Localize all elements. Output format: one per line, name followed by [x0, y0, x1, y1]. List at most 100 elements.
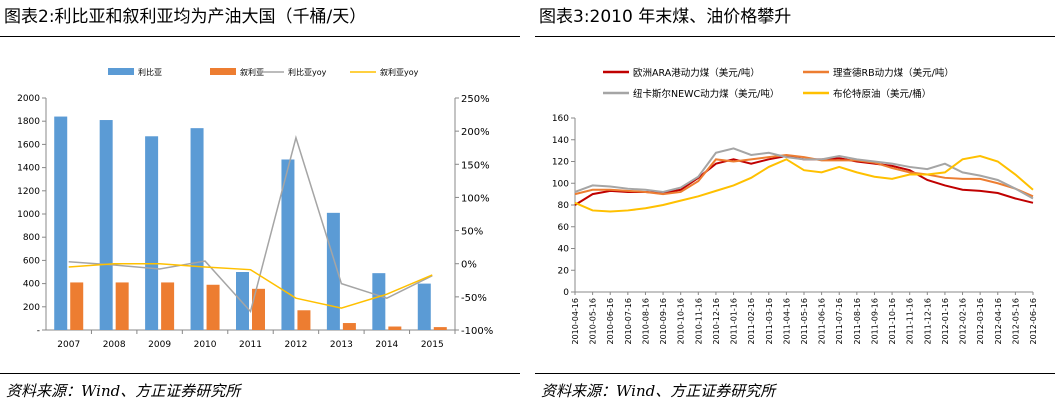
legend-label: 利比亚yoy — [288, 67, 327, 77]
x-tick-label: 2011-02-16 — [747, 298, 756, 345]
left-tick-label: 2000 — [17, 94, 40, 104]
right-tick-label: 200% — [461, 127, 490, 138]
legend-label: 理查德RB动力煤（美元/吨） — [833, 67, 954, 79]
left-tick-label: 1200 — [17, 187, 40, 197]
x-tick-label: 2011-08-16 — [853, 298, 862, 345]
y-tick-label: 100 — [552, 179, 569, 189]
x-tick-label: 2011-09-16 — [870, 298, 879, 345]
right-title-rule — [535, 36, 1055, 37]
x-tick-label: 2012-04-16 — [994, 298, 1003, 345]
left-tick-label: 1000 — [17, 210, 40, 220]
x-tick-label: 2010 — [194, 340, 217, 350]
x-tick-label: 2011-05-16 — [800, 298, 809, 345]
y-tick-label: 140 — [552, 136, 569, 146]
x-tick-label: 2011-12-16 — [923, 298, 932, 345]
line-纽卡斯尔NEWC动力煤（美元/吨） — [574, 147, 1034, 200]
x-tick-label: 2012-02-16 — [959, 298, 968, 345]
x-tick-label: 2012-05-16 — [1011, 298, 1020, 345]
legend-label: 布伦特原油（美元/桶） — [833, 88, 931, 100]
line-布伦特原油（美元/桶） — [574, 155, 1034, 213]
y-tick-label: 40 — [558, 245, 570, 255]
right-tick-label: 100% — [461, 193, 490, 204]
bar-叙利亚 — [115, 282, 129, 330]
right-tick-label: 50% — [461, 227, 483, 238]
left-tick-label: 1800 — [17, 117, 40, 127]
x-tick-label: 2011-07-16 — [835, 298, 844, 345]
x-tick-label: 2010-10-16 — [677, 298, 686, 345]
right-tick-label: 250% — [461, 94, 490, 105]
bar-利比亚 — [190, 128, 204, 330]
left-chart-svg: 2000 1800 1600 1400 1200 1000 800 600 400 200 - 250… — [17, 67, 493, 350]
bar-利比亚 — [236, 272, 249, 330]
x-tick-label: 2009 — [148, 340, 171, 350]
left-tick-label: - — [37, 326, 40, 336]
bar-叙利亚 — [70, 282, 84, 330]
bar-叙利亚 — [342, 323, 356, 330]
x-tick-label: 2012 — [284, 340, 307, 350]
right-source-note: 资料来源：Wind、方正证券研究所 — [541, 382, 776, 400]
x-tick-label: 2010-06-16 — [606, 298, 615, 345]
left-chart-title: 图表2:利比亚和叙利亚均为产油大国（千桶/天） — [4, 7, 367, 27]
left-source-rule — [0, 373, 520, 374]
left-tick-label: 1400 — [17, 164, 40, 174]
bar-利比亚 — [99, 120, 113, 330]
right-tick-label: -50% — [461, 293, 487, 304]
legend-swatch — [210, 68, 236, 75]
y-tick-label: 120 — [552, 158, 569, 168]
x-tick-label: 2010-05-16 — [589, 298, 598, 345]
x-tick-label: 2010-12-16 — [712, 298, 721, 345]
legend-label: 叙利亚yoy — [380, 67, 419, 77]
bar-叙利亚 — [297, 310, 311, 330]
legend-swatch — [108, 68, 134, 75]
left-tick-label: 400 — [23, 280, 40, 290]
x-tick-label: 2007 — [57, 340, 80, 350]
bar-利比亚 — [54, 116, 68, 330]
left-title-rule — [0, 36, 520, 37]
bar-叙利亚 — [161, 282, 175, 330]
bar-叙利亚 — [433, 327, 447, 330]
right-source-rule — [535, 373, 1055, 374]
right-chart-title: 图表3:2010 年末煤、油价格攀升 — [539, 7, 792, 27]
left-tick-label: 1600 — [17, 140, 40, 150]
line-利比亚yoy — [68, 135, 433, 313]
left-tick-label: 200 — [23, 303, 40, 313]
line-叙利亚yoy — [68, 262, 433, 309]
x-tick-label: 2011-03-16 — [765, 298, 774, 345]
right-tick-label: 0% — [461, 260, 477, 271]
left-source-note: 资料来源：Wind、方正证券研究所 — [6, 382, 241, 400]
x-tick-label: 2011-04-16 — [782, 298, 791, 345]
x-tick-label: 2011-06-16 — [818, 298, 827, 345]
x-tick-label: 2011-01-16 — [730, 298, 739, 345]
legend-label: 利比亚 — [138, 67, 162, 77]
y-tick-label: 20 — [558, 266, 570, 276]
x-tick-label: 2012-03-16 — [976, 298, 985, 345]
left-chart-panel: 图表2:利比亚和叙利亚均为产油大国（千桶/天） 2000 1800 1600 1400… — [0, 0, 520, 410]
x-tick-label: 2008 — [103, 340, 126, 350]
bar-利比亚 — [281, 159, 295, 330]
x-tick-label: 2010-04-16 — [571, 298, 580, 345]
x-tick-label: 2010-08-16 — [641, 298, 650, 345]
bar-叙利亚 — [252, 288, 265, 330]
bar-利比亚 — [326, 212, 340, 330]
legend-label: 欧洲ARA港动力煤（美元/吨） — [633, 67, 760, 79]
x-tick-label: 2010-09-16 — [659, 298, 668, 345]
x-tick-label: 2015 — [421, 340, 444, 350]
bar-利比亚 — [145, 136, 159, 330]
left-tick-label: 800 — [23, 233, 40, 243]
legend-label: 叙利亚 — [240, 67, 264, 77]
x-tick-label: 2012-01-16 — [941, 298, 950, 345]
x-tick-label: 2014 — [375, 340, 398, 350]
x-tick-label: 2011 — [239, 340, 262, 350]
bar-叙利亚 — [206, 284, 220, 330]
line-理查德RB动力煤（美元/吨） — [574, 153, 1034, 198]
y-tick-label: 60 — [558, 223, 570, 233]
right-chart-panel: 图表3:2010 年末煤、油价格攀升 160 140 120 100 80 60 40 20 0… — [535, 0, 1055, 410]
y-tick-label: 80 — [558, 201, 570, 211]
y-tick-label: 0 — [563, 288, 569, 298]
legend-label: 纽卡斯尔NEWC动力煤（美元/吨） — [633, 88, 779, 100]
bar-叙利亚 — [388, 326, 402, 330]
x-tick-label: 2012-06-16 — [1029, 298, 1038, 345]
bar-利比亚 — [372, 273, 386, 330]
y-tick-label: 160 — [552, 114, 569, 124]
x-tick-label: 2011-11-16 — [906, 298, 915, 345]
